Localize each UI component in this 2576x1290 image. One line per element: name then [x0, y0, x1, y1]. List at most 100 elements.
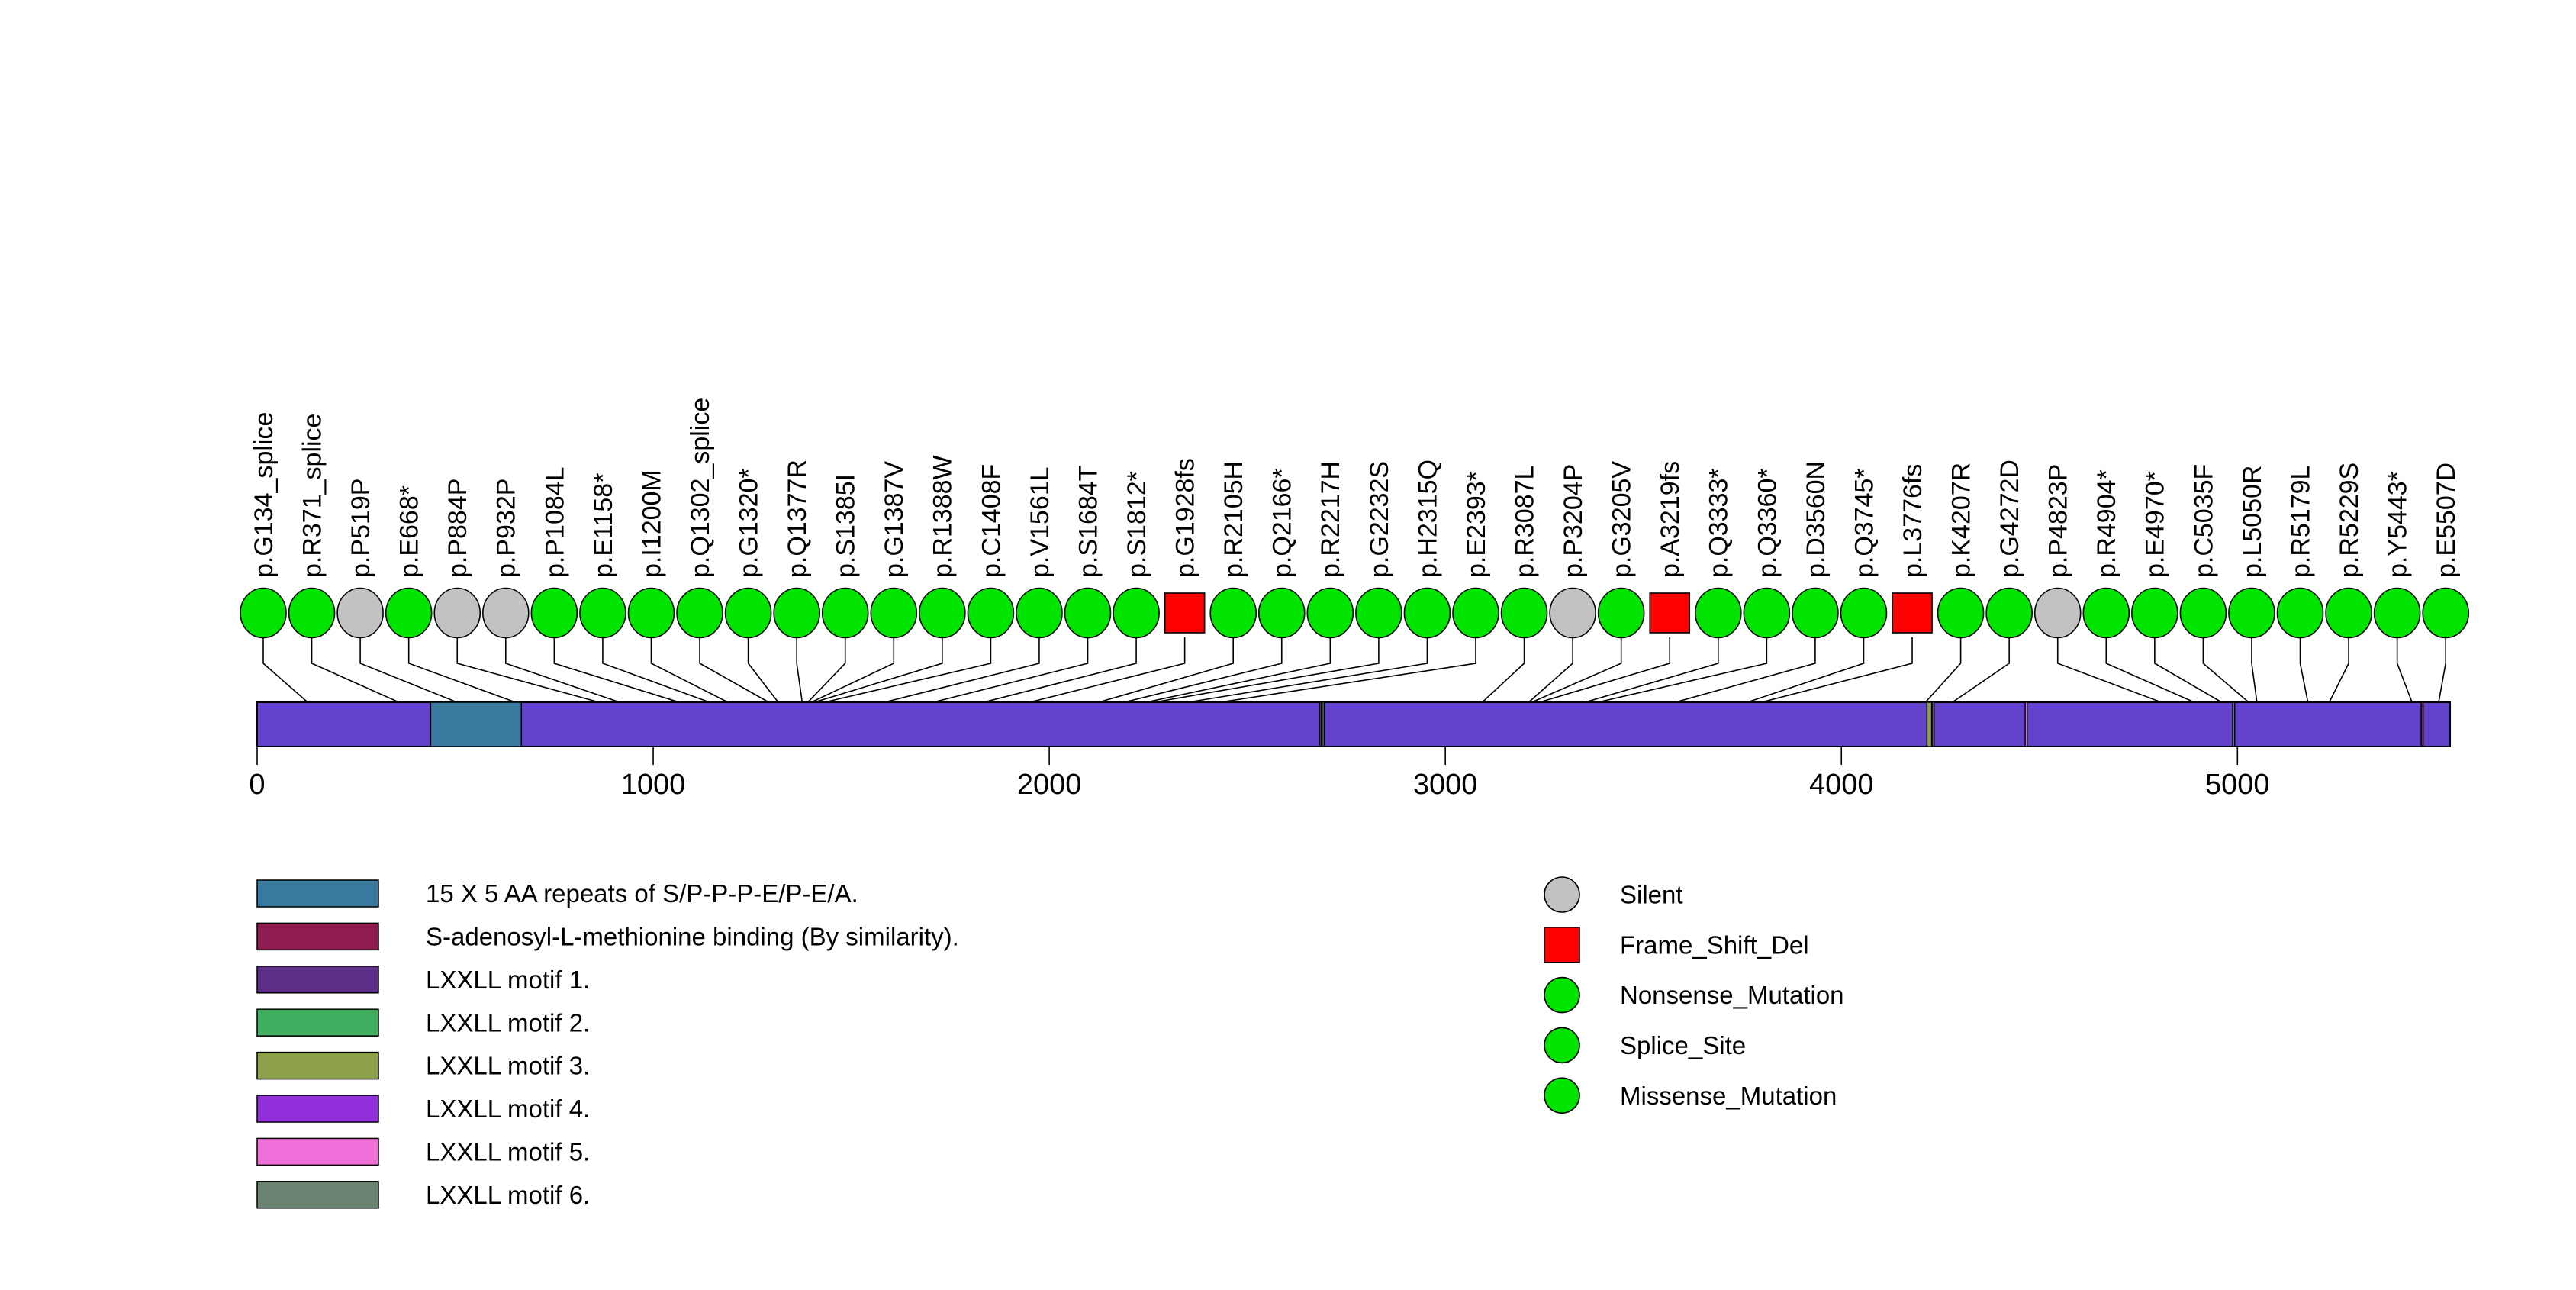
mutation-label: p.Q1302_splice: [686, 398, 715, 578]
mutation-marker: [1209, 587, 1257, 639]
mutation-marker: [967, 587, 1015, 639]
domain-legend-label: LXXLL motif 2.: [426, 1008, 590, 1037]
mutation-label: p.G1928fs: [1171, 458, 1200, 578]
domain-legend-label: LXXLL motif 5.: [426, 1137, 590, 1166]
mutation-marker: [1403, 587, 1451, 639]
domain-legend-label: 15 X 5 AA repeats of S/P-P-P-E/P-E/A.: [426, 879, 858, 908]
mutation-marker: [1597, 587, 1645, 639]
mutation-marker: [1695, 587, 1742, 639]
mutation-label: p.E668*: [395, 485, 424, 578]
mutation-marker: [240, 587, 287, 639]
mutation-label: p.E2393*: [1462, 471, 1491, 578]
axis-tick-label: 4000: [1809, 769, 1874, 801]
mutation-marker: [1257, 587, 1306, 639]
mutation-label: p.R371_splice: [298, 414, 327, 578]
mutation-label: p.E5507D: [2432, 463, 2461, 578]
mutation-marker: [1649, 592, 1691, 634]
mutation-marker: [1064, 587, 1112, 639]
domain-legend-swatch: [256, 1008, 379, 1037]
mutation-label: p.L3776fs: [1898, 464, 1927, 578]
mutation-label: p.D3560N: [1802, 461, 1831, 578]
mutation-legend-marker: [1544, 1077, 1580, 1114]
mutation-legend-marker: [1544, 976, 1580, 1014]
domain-legend-swatch: [256, 1051, 379, 1080]
mutation-label: p.R5179L: [2286, 466, 2315, 578]
mutation-marker: [2228, 587, 2275, 639]
mutation-label: p.R1388W: [929, 455, 958, 578]
mutation-marker: [1937, 587, 1985, 639]
mutation-label: p.G1387V: [880, 461, 909, 578]
mutation-label: p.P519P: [346, 479, 375, 578]
mutation-marker: [336, 587, 384, 639]
mutation-legend-label: Silent: [1620, 881, 1683, 909]
domain-legend-swatch: [256, 922, 379, 951]
mutation-marker: [821, 587, 869, 639]
mutation-marker: [1792, 587, 1839, 639]
mutation-marker: [1985, 587, 2033, 639]
mutation-label: p.Q3360*: [1753, 468, 1782, 578]
protein-domain: [1322, 701, 1325, 747]
mutation-marker: [1500, 587, 1548, 639]
axis-tick-label: 3000: [1413, 769, 1478, 801]
mutation-label: p.H2315Q: [1413, 460, 1442, 578]
mutation-label: p.Q3745*: [1850, 468, 1879, 578]
mutation-label: p.P3204P: [1559, 464, 1588, 578]
mutation-label: p.C5035F: [2189, 464, 2218, 578]
mutation-marker: [1355, 587, 1402, 639]
mutation-label: p.P1084L: [540, 466, 569, 578]
mutation-label: p.P932P: [492, 479, 521, 578]
protein-domain: [1926, 701, 1933, 747]
mutation-label: p.E1158*: [589, 473, 618, 578]
mutation-marker: [676, 587, 723, 639]
domain-legend-swatch: [256, 1095, 379, 1123]
mutation-marker: [627, 587, 675, 639]
mutation-marker: [1306, 587, 1354, 639]
domain-legend-swatch: [256, 879, 379, 908]
mutation-label: p.Q3333*: [1705, 468, 1734, 578]
axis-tick-label: 1000: [621, 769, 686, 801]
mutation-label: p.R2217H: [1316, 461, 1345, 578]
mutation-label: p.R3087L: [1510, 466, 1539, 578]
protein-track: [256, 701, 2452, 747]
mutation-label: p.S1385I: [832, 474, 861, 578]
mutation-marker: [1452, 587, 1499, 639]
mutation-label: p.R2105H: [1219, 461, 1248, 578]
mutation-legend-marker: [1544, 927, 1580, 963]
protein-domain: [430, 701, 522, 747]
mutation-marker: [2131, 587, 2178, 639]
protein-domain: [2024, 701, 2028, 747]
mutation-marker: [2082, 587, 2130, 639]
mutation-legend-marker: [1544, 876, 1580, 913]
protein-domain: [2420, 701, 2424, 747]
domain-legend-label: LXXLL motif 6.: [426, 1181, 590, 1209]
mutation-legend-label: Frame_Shift_Del: [1620, 930, 1809, 959]
mutation-marker: [288, 587, 336, 639]
mutation-legend-label: Missense_Mutation: [1620, 1082, 1837, 1110]
mutation-label: p.E4970*: [2141, 471, 2170, 578]
mutation-marker: [579, 587, 626, 639]
mutation-marker: [2373, 587, 2421, 639]
domain-legend-swatch: [256, 966, 379, 994]
mutation-label: p.L5050R: [2238, 466, 2267, 578]
mutation-marker: [1549, 587, 1596, 639]
mutation-legend-label: Splice_Site: [1620, 1031, 1746, 1059]
mutation-legend-label: Nonsense_Mutation: [1620, 981, 1844, 1009]
protein-domain: [1319, 701, 1322, 747]
mutation-marker: [1892, 592, 1933, 634]
mutation-marker: [1840, 587, 1888, 639]
mutation-legend-marker: [1544, 1027, 1580, 1064]
mutation-label: p.Q2166*: [1268, 468, 1297, 578]
mutation-label: p.G134_splice: [250, 412, 279, 578]
mutation-marker: [919, 587, 966, 639]
mutation-label: p.R5229S: [2335, 463, 2364, 578]
mutation-legend: Silent Frame_Shift_Del Nonsense_Mutation Sp…: [1544, 876, 1844, 1114]
mutation-marker: [1164, 592, 1206, 634]
mutation-label: p.Y5443*: [2384, 471, 2413, 578]
mutation-marker: [2033, 587, 2082, 639]
mutation-marker: [1743, 587, 1791, 639]
mutation-marker: [724, 587, 772, 639]
mutation-marker: [2422, 587, 2469, 639]
mutation-label: p.I1200M: [637, 469, 666, 578]
mutation-marker: [530, 587, 578, 639]
domain-legend-swatch: [256, 1181, 379, 1209]
